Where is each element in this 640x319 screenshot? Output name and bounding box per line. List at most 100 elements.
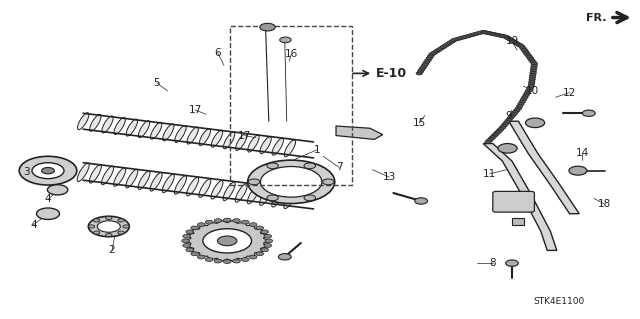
Circle shape [527, 87, 533, 90]
Circle shape [483, 31, 489, 34]
Circle shape [425, 58, 431, 62]
Ellipse shape [223, 132, 235, 149]
Circle shape [531, 62, 538, 65]
Circle shape [488, 137, 494, 140]
Circle shape [531, 67, 537, 70]
Circle shape [248, 160, 335, 204]
Text: 1: 1 [314, 145, 320, 155]
Circle shape [512, 111, 518, 114]
Ellipse shape [199, 129, 211, 146]
Circle shape [264, 234, 271, 238]
Circle shape [261, 248, 269, 252]
Circle shape [501, 124, 507, 127]
Circle shape [106, 234, 112, 237]
Text: 13: 13 [383, 172, 396, 182]
Circle shape [264, 243, 271, 247]
Text: 14: 14 [576, 148, 589, 158]
Circle shape [460, 36, 466, 39]
Circle shape [508, 116, 514, 120]
Circle shape [420, 66, 426, 69]
Polygon shape [509, 121, 579, 214]
Ellipse shape [163, 124, 174, 141]
Circle shape [529, 76, 536, 79]
Ellipse shape [272, 189, 284, 207]
Circle shape [88, 216, 129, 237]
Circle shape [477, 31, 484, 34]
Circle shape [496, 129, 502, 132]
Circle shape [468, 33, 475, 37]
Circle shape [241, 220, 249, 224]
Text: 4: 4 [45, 194, 51, 204]
Ellipse shape [284, 190, 296, 209]
Circle shape [214, 259, 222, 263]
Text: 18: 18 [598, 199, 611, 209]
Circle shape [88, 225, 95, 228]
Text: 10: 10 [526, 86, 539, 96]
Circle shape [506, 118, 512, 122]
Circle shape [504, 36, 511, 39]
Circle shape [525, 53, 531, 57]
Circle shape [527, 57, 534, 60]
Ellipse shape [126, 119, 138, 136]
Text: STK4E1100: STK4E1100 [533, 297, 584, 306]
Circle shape [569, 166, 587, 175]
Ellipse shape [284, 140, 296, 157]
Circle shape [489, 32, 495, 35]
Circle shape [186, 230, 193, 234]
Circle shape [530, 71, 536, 74]
Circle shape [267, 195, 278, 201]
Circle shape [250, 255, 257, 259]
Circle shape [106, 216, 112, 219]
Circle shape [518, 102, 524, 106]
Text: FR.: FR. [586, 12, 607, 23]
Circle shape [440, 45, 447, 49]
Ellipse shape [236, 133, 247, 151]
Circle shape [493, 132, 499, 136]
Text: 8: 8 [490, 258, 496, 268]
Circle shape [511, 113, 517, 116]
Circle shape [205, 220, 213, 224]
Text: 2: 2 [109, 245, 115, 256]
Ellipse shape [272, 138, 284, 155]
Circle shape [223, 260, 231, 263]
Circle shape [47, 185, 68, 195]
Circle shape [457, 37, 463, 40]
Circle shape [36, 208, 60, 219]
Circle shape [515, 107, 522, 110]
FancyBboxPatch shape [493, 191, 534, 212]
Circle shape [218, 236, 237, 246]
Circle shape [182, 239, 189, 243]
Circle shape [256, 252, 264, 256]
Circle shape [447, 41, 453, 44]
Circle shape [424, 60, 430, 63]
Circle shape [474, 32, 481, 35]
Text: 4: 4 [30, 220, 36, 230]
Ellipse shape [248, 185, 259, 204]
Circle shape [118, 219, 124, 222]
Circle shape [525, 89, 532, 92]
Circle shape [520, 46, 526, 50]
Circle shape [304, 195, 316, 201]
Circle shape [484, 31, 491, 34]
Ellipse shape [102, 116, 113, 133]
Circle shape [421, 64, 428, 67]
Circle shape [515, 43, 522, 46]
Circle shape [523, 93, 529, 97]
Circle shape [463, 35, 469, 38]
Circle shape [123, 225, 129, 228]
Circle shape [97, 221, 120, 232]
Ellipse shape [248, 135, 259, 152]
Circle shape [323, 179, 334, 185]
Text: 6: 6 [214, 48, 221, 58]
Bar [512, 218, 524, 225]
Circle shape [516, 44, 523, 47]
Circle shape [304, 163, 316, 169]
Circle shape [511, 40, 517, 43]
Circle shape [248, 179, 260, 185]
Circle shape [93, 219, 100, 222]
Circle shape [183, 234, 191, 238]
Text: 9: 9 [506, 111, 512, 122]
Circle shape [32, 163, 64, 179]
Ellipse shape [175, 125, 186, 143]
Circle shape [466, 34, 472, 38]
